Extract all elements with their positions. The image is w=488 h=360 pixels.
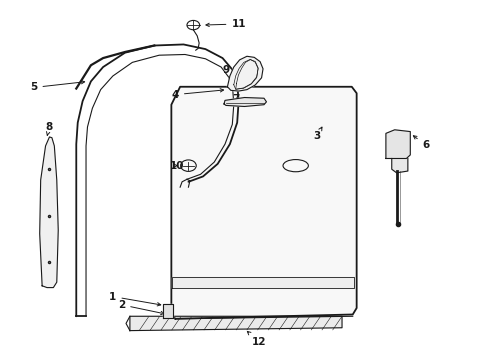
Polygon shape	[163, 304, 172, 318]
Polygon shape	[224, 98, 266, 107]
Text: 6: 6	[412, 136, 428, 150]
Polygon shape	[171, 87, 356, 319]
Polygon shape	[130, 316, 341, 330]
Text: 12: 12	[247, 332, 266, 347]
Polygon shape	[391, 158, 407, 173]
Polygon shape	[172, 277, 353, 288]
Polygon shape	[227, 56, 263, 91]
Text: 5: 5	[30, 81, 84, 93]
Text: 10: 10	[170, 161, 184, 171]
Text: 11: 11	[205, 19, 245, 29]
Text: 8: 8	[46, 122, 53, 135]
Text: 3: 3	[312, 127, 321, 141]
Text: 9: 9	[222, 64, 238, 75]
Text: 7: 7	[232, 94, 245, 104]
Polygon shape	[40, 137, 58, 288]
Polygon shape	[385, 130, 409, 158]
Text: 4: 4	[171, 89, 223, 100]
Text: 2: 2	[118, 300, 164, 315]
Text: 1: 1	[109, 292, 161, 306]
